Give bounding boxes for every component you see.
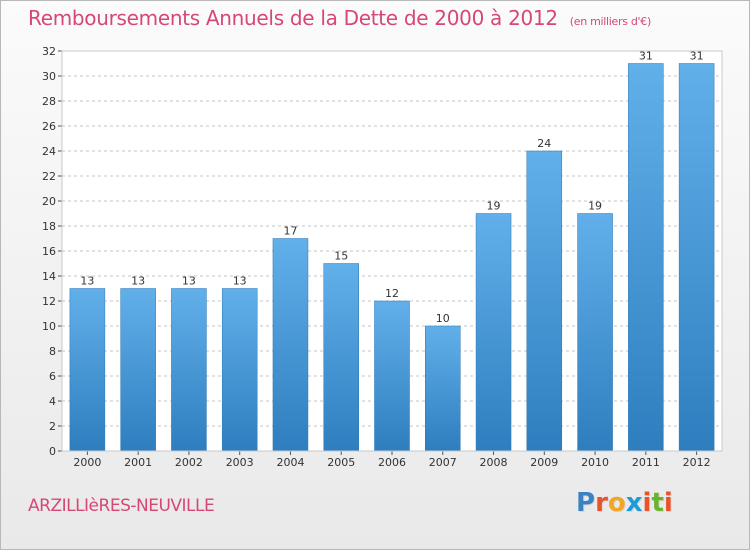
bar-value-label: 31 <box>639 50 653 63</box>
y-tick-label: 20 <box>42 195 56 208</box>
x-tick-label: 2012 <box>683 456 711 469</box>
chart-title-text: Remboursements Annuels de la Dette de 20… <box>28 6 558 30</box>
logo-letter: r <box>595 488 608 518</box>
y-tick-label: 8 <box>49 345 56 358</box>
logo-letter: P <box>576 488 596 518</box>
logo-letter: x <box>625 488 643 518</box>
x-tick-label: 2003 <box>226 456 254 469</box>
proxiti-logo: Proxiti <box>576 488 673 518</box>
bar <box>475 213 512 452</box>
bar <box>374 300 410 452</box>
bar <box>171 288 207 452</box>
bar-value-label: 13 <box>131 275 145 288</box>
bar <box>425 325 461 452</box>
y-tick-label: 16 <box>42 245 56 258</box>
x-tick-label: 2006 <box>378 456 406 469</box>
bar <box>628 63 664 452</box>
bar <box>120 288 156 452</box>
bar-value-label: 13 <box>182 275 196 288</box>
plot-border <box>61 50 723 452</box>
bar-value-label: 13 <box>233 275 247 288</box>
bar-value-label: 31 <box>690 50 704 63</box>
y-tick-label: 14 <box>42 270 56 283</box>
bar-value-label: 12 <box>385 287 399 300</box>
bar <box>577 213 613 452</box>
x-tick-label: 2009 <box>530 456 558 469</box>
y-tick-label: 30 <box>42 70 56 83</box>
chart-unit: (en milliers d'€) <box>569 15 651 28</box>
y-tick-label: 22 <box>42 170 56 183</box>
y-tick-label: 4 <box>49 395 56 408</box>
y-tick-label: 2 <box>49 420 56 433</box>
y-tick-label: 28 <box>42 95 56 108</box>
x-tick-label: 2000 <box>73 456 101 469</box>
bar-value-label: 15 <box>334 250 348 263</box>
logo-letter: i <box>663 488 673 518</box>
bar-value-label: 13 <box>80 275 94 288</box>
x-tick-label: 2011 <box>632 456 660 469</box>
bar <box>221 288 258 452</box>
bar <box>69 288 106 452</box>
bar <box>272 238 309 452</box>
x-tick-label: 2004 <box>276 456 304 469</box>
logo-letter: o <box>607 488 626 518</box>
x-tick-label: 2010 <box>581 456 609 469</box>
logo-letter: i <box>642 488 652 518</box>
y-tick-label: 0 <box>49 445 56 458</box>
y-tick-label: 6 <box>49 370 56 383</box>
bar-value-label: 19 <box>588 200 602 213</box>
bar <box>323 263 359 452</box>
commune-name: ARZILLIèRES-NEUVILLE <box>28 496 215 516</box>
chart-title: Remboursements Annuels de la Dette de 20… <box>28 6 651 30</box>
bar-value-label: 19 <box>487 200 501 213</box>
x-tick-label: 2002 <box>175 456 203 469</box>
y-tick-label: 26 <box>42 120 56 133</box>
bar-value-label: 24 <box>537 137 551 150</box>
bar-value-label: 10 <box>436 312 450 325</box>
y-tick-label: 32 <box>42 45 56 58</box>
x-tick-label: 2005 <box>327 456 355 469</box>
y-tick-label: 24 <box>42 145 56 158</box>
bar <box>526 150 563 452</box>
logo-letter: t <box>651 488 664 518</box>
x-tick-label: 2008 <box>480 456 508 469</box>
x-tick-label: 2007 <box>429 456 457 469</box>
y-tick-label: 10 <box>42 320 56 333</box>
y-tick-label: 18 <box>42 220 56 233</box>
y-tick-label: 12 <box>42 295 56 308</box>
bar <box>678 63 715 452</box>
bar-value-label: 17 <box>283 225 297 238</box>
x-tick-label: 2001 <box>124 456 152 469</box>
